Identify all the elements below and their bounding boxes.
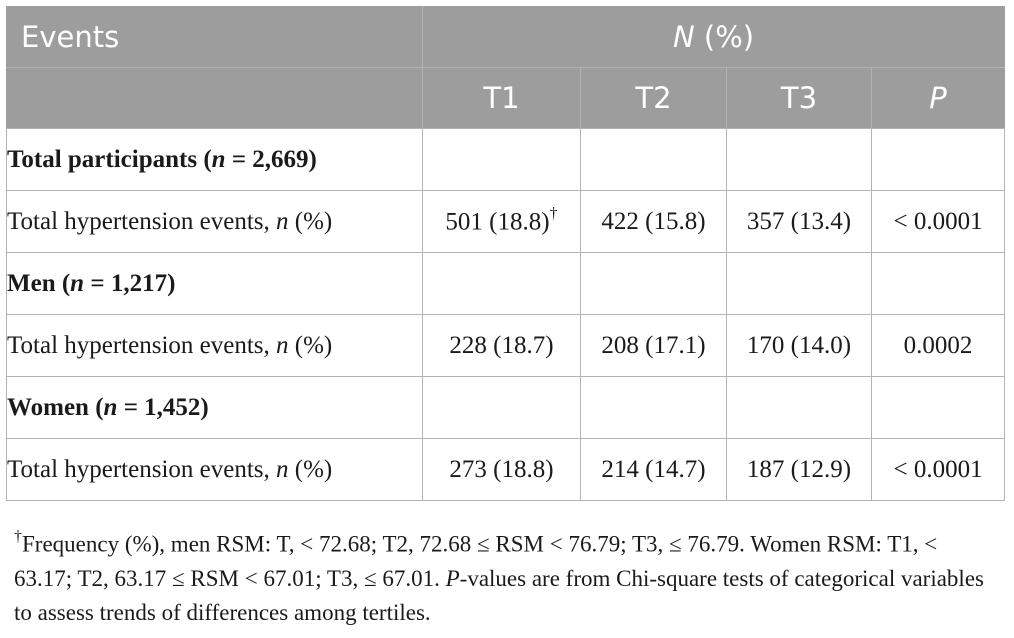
header-row-1: Events N (%) [6, 6, 1006, 68]
row-label-post: (%) [288, 331, 333, 359]
empty-cell [870, 128, 1006, 191]
cell-p: < 0.0001 [870, 438, 1006, 501]
header-blank [6, 67, 423, 129]
footnote-dagger: † [14, 528, 22, 545]
row-label-pre: Total hypertension events, [7, 331, 277, 359]
empty-cell [726, 252, 872, 315]
header-events: Events [6, 6, 423, 68]
empty-cell [580, 252, 727, 315]
header-percent-suffix: (%) [694, 20, 755, 54]
cell-t2: 208 (17.1) [580, 314, 727, 377]
cell-p: 0.0002 [870, 314, 1006, 377]
empty-cell [870, 376, 1006, 439]
header-t2: T2 [580, 67, 727, 129]
group-label-var: n [70, 269, 85, 297]
header-n-letter: N [672, 20, 695, 54]
empty-cell [422, 128, 581, 191]
header-p: P [870, 67, 1006, 129]
header-row-2: T1 T2 T3 P [6, 67, 1006, 129]
row-label-var: n [276, 207, 289, 235]
row-label: Total hypertension events, n (%) [6, 438, 423, 501]
footnote-text-1: Frequency (%), men RSM: T, < 72.68; T2, … [14, 531, 938, 591]
cell-t2: 422 (15.8) [580, 190, 727, 253]
empty-cell [726, 128, 872, 191]
header-n-percent: N (%) [421, 6, 1006, 68]
group-label: Women (n = 1,452) [6, 376, 423, 439]
cell-t1: 501 (18.8)† [422, 190, 581, 253]
table-footnote: †Frequency (%), men RSM: T, < 72.68; T2,… [14, 522, 998, 630]
empty-cell [726, 376, 872, 439]
group-label: Men (n = 1,217) [6, 252, 423, 315]
empty-cell [422, 376, 581, 439]
footnote-text-2: -values are from Chi-square tests of cat… [14, 565, 984, 625]
row-label-var: n [276, 455, 289, 483]
empty-cell [580, 128, 727, 191]
group-label-var: n [211, 145, 226, 173]
row-label-post: (%) [288, 207, 333, 235]
row-label-post: (%) [288, 455, 333, 483]
group-label-pre: Total participants ( [7, 145, 212, 173]
row-label: Total hypertension events, n (%) [6, 190, 423, 253]
hypertension-events-table: Events N (%) T1 T2 T3 P Total participan… [6, 6, 1006, 501]
cell-t3: 187 (12.9) [726, 438, 872, 501]
cell-t2: 214 (14.7) [580, 438, 727, 501]
group-label-post: = 1,452) [117, 393, 209, 421]
row-label-pre: Total hypertension events, [7, 207, 277, 235]
cell-p: < 0.0001 [870, 190, 1006, 253]
header-t1: T1 [422, 67, 581, 129]
cell-t1: 228 (18.7) [422, 314, 581, 377]
footnote-p-italic: P [445, 565, 460, 591]
header-t3: T3 [726, 67, 872, 129]
data-row-men: Total hypertension events, n (%) 228 (18… [6, 314, 1006, 377]
empty-cell [580, 376, 727, 439]
group-label: Total participants (n = 2,669) [6, 128, 423, 191]
group-label-pre: Women ( [7, 393, 104, 421]
data-row-total: Total hypertension events, n (%) 501 (18… [6, 190, 1006, 253]
empty-cell [422, 252, 581, 315]
cell-t1-value: 501 (18.8) [445, 208, 550, 236]
group-label-post: = 1,217) [84, 269, 176, 297]
row-label: Total hypertension events, n (%) [6, 314, 423, 377]
cell-t3: 357 (13.4) [726, 190, 872, 253]
cell-t1: 273 (18.8) [422, 438, 581, 501]
group-row-men: Men (n = 1,217) [6, 252, 1006, 315]
empty-cell [870, 252, 1006, 315]
group-row-total: Total participants (n = 2,669) [6, 128, 1006, 191]
cell-t3: 170 (14.0) [726, 314, 872, 377]
group-label-var: n [103, 393, 118, 421]
table-container: Events N (%) T1 T2 T3 P Total participan… [6, 6, 1006, 501]
row-label-pre: Total hypertension events, [7, 455, 277, 483]
data-row-women: Total hypertension events, n (%) 273 (18… [6, 438, 1006, 501]
group-row-women: Women (n = 1,452) [6, 376, 1006, 439]
group-label-pre: Men ( [7, 269, 71, 297]
row-label-var: n [276, 331, 289, 359]
dagger-footnote-mark: † [549, 204, 558, 222]
group-label-post: = 2,669) [225, 145, 317, 173]
